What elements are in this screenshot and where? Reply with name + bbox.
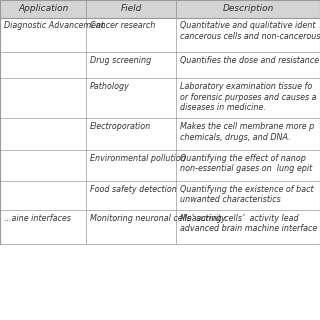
Bar xyxy=(0,52,320,78)
Text: Description: Description xyxy=(222,4,274,13)
Text: Electroporation: Electroporation xyxy=(90,122,151,131)
Text: Quantitative and qualitative ident
cancerous cells and non-cancerous: Quantitative and qualitative ident cance… xyxy=(180,21,320,41)
Text: Application: Application xyxy=(18,4,68,13)
Text: Quantifying the existence of bact
unwanted characteristics: Quantifying the existence of bact unwant… xyxy=(180,185,314,204)
Text: Quantifying the effect of nanop
non-essential gases on  lung epit: Quantifying the effect of nanop non-esse… xyxy=(180,154,312,173)
Bar xyxy=(0,78,320,118)
Text: Cancer research: Cancer research xyxy=(90,21,156,30)
Bar xyxy=(0,118,320,150)
Text: Pathology: Pathology xyxy=(90,82,130,91)
Text: Measuring cells’  activity lead
advanced brain machine interface: Measuring cells’ activity lead advanced … xyxy=(180,214,317,233)
Text: Diagnostic Advancement: Diagnostic Advancement xyxy=(4,21,104,30)
Bar xyxy=(0,150,320,181)
Text: Drug screening: Drug screening xyxy=(90,56,151,65)
Bar xyxy=(0,0,320,18)
Bar xyxy=(0,18,320,52)
Text: Field: Field xyxy=(121,4,142,13)
Text: Makes the cell membrane more p
chemicals, drugs, and DNA.: Makes the cell membrane more p chemicals… xyxy=(180,122,314,142)
Text: Laboratory examination tissue fo
or forensic purposes and causes a
diseases in m: Laboratory examination tissue fo or fore… xyxy=(180,82,316,112)
Text: Monitoring neuronal cells’ activity: Monitoring neuronal cells’ activity xyxy=(90,214,226,223)
Bar xyxy=(0,181,320,210)
Bar xyxy=(0,210,320,244)
Text: Food safety detection: Food safety detection xyxy=(90,185,177,194)
Text: ...aine interfaces: ...aine interfaces xyxy=(4,214,71,223)
Text: Quantifies the dose and resistance: Quantifies the dose and resistance xyxy=(180,56,319,65)
Text: Environmental pollution: Environmental pollution xyxy=(90,154,186,163)
